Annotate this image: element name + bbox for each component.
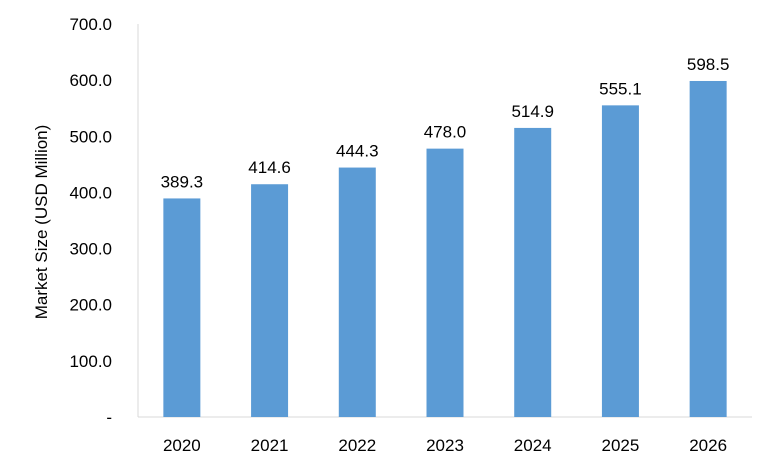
y-tick-label: 100.0 [69, 352, 112, 371]
bar-2026 [689, 80, 727, 418]
y-tick-label: 200.0 [69, 296, 112, 315]
data-label-2021: 414.6 [248, 158, 291, 177]
x-tick-label-2026: 2026 [689, 436, 727, 455]
data-label-2020: 389.3 [161, 172, 204, 191]
data-label-2023: 478.0 [424, 123, 467, 142]
y-tick-label: - [106, 408, 112, 427]
y-tick-label: 400.0 [69, 183, 112, 202]
x-tick-label-2021: 2021 [251, 436, 289, 455]
x-tick-label-2023: 2023 [426, 436, 464, 455]
y-axis-title-group: Market Size (USD Million) [32, 125, 51, 320]
data-label-2024: 514.9 [511, 102, 554, 121]
data-labels: 389.3 414.6 444.3 478.0 514.9 555.1 598.5 [161, 55, 730, 191]
data-label-2022: 444.3 [336, 142, 379, 161]
y-tick-label: 300.0 [69, 240, 112, 259]
x-tick-label-2022: 2022 [338, 436, 376, 455]
bars [163, 80, 727, 418]
bar-2023 [426, 148, 464, 417]
y-tick-label: 700.0 [69, 15, 112, 34]
y-tick-labels: - 100.0 200.0 300.0 400.0 500.0 600.0 700.0 [69, 15, 112, 427]
y-tick-label: 500.0 [69, 127, 112, 146]
bar-2022 [338, 167, 376, 417]
data-label-2026: 598.5 [687, 55, 730, 74]
bar-2024 [514, 127, 552, 418]
x-tick-label-2025: 2025 [602, 436, 640, 455]
x-tick-labels: 2020 2021 2022 2023 2024 2025 2026 [163, 436, 727, 455]
data-label-2025: 555.1 [599, 79, 642, 98]
x-tick-label-2020: 2020 [163, 436, 201, 455]
x-tick-label-2024: 2024 [514, 436, 552, 455]
bar-2021 [251, 184, 289, 417]
y-tick-label: 600.0 [69, 71, 112, 90]
y-axis-title: Market Size (USD Million) [32, 125, 51, 320]
bar-2020 [163, 198, 201, 417]
bar-2025 [601, 105, 639, 417]
